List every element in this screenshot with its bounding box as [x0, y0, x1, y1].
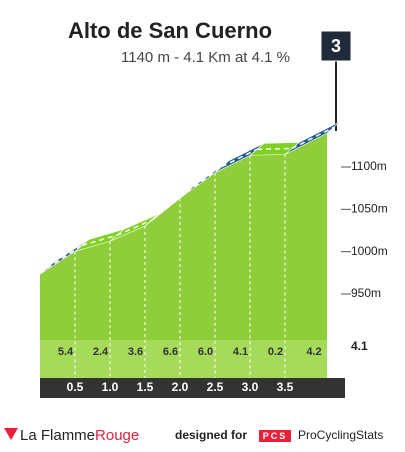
profile: 5.4 2.4 3.6 6.6 6.0 4.1 0.2 4.2 0.5 1.0 1.5 2.0 2.5 3… — [39, 120, 388, 398]
y-tick-label: 1050m — [351, 202, 388, 216]
gradient-label: 2.4 — [93, 346, 109, 358]
gradient-label: 0.2 — [268, 346, 283, 358]
logo-mark — [4, 428, 18, 440]
chart-subtitle: 1140 m - 4.1 Km at 4.1 % — [121, 49, 290, 66]
road-dash — [221, 148, 258, 168]
pcs-badge — [259, 430, 291, 442]
brand-b: Rouge — [95, 427, 139, 444]
pcs-text: PCS — [263, 431, 288, 441]
lower-band — [40, 340, 327, 378]
x-tick-label: 1.5 — [137, 380, 154, 394]
gradient-label: 6.6 — [163, 346, 178, 358]
brand-a: La Flamme — [20, 427, 95, 444]
base — [40, 378, 345, 398]
brand: La FlammeRouge — [20, 427, 139, 444]
site-name: ProCyclingStats — [298, 428, 383, 442]
gradient-label: 4.2 — [306, 346, 321, 358]
category-label: 3 — [331, 36, 341, 56]
x-tick-label: 2.0 — [172, 380, 189, 394]
gradient-label: 4.1 — [233, 346, 248, 358]
y-tick-label: 1000m — [351, 244, 388, 258]
y-tick-label: 1100m — [351, 159, 387, 173]
x-tick-label: 0.5 — [67, 380, 84, 394]
x-tick-label: 3.5 — [277, 380, 294, 394]
x-tick-label: 3.0 — [242, 380, 259, 394]
y-tick-label: 950m — [351, 286, 381, 300]
road-dash — [291, 126, 335, 150]
road-dash — [256, 147, 293, 151]
front-face — [40, 133, 327, 378]
gradient-label: 3.6 — [128, 346, 143, 358]
road-dash — [186, 166, 223, 193]
chart-title: Alto de San Cuerno — [68, 18, 272, 43]
category-badge — [320, 30, 352, 62]
road-dash — [81, 234, 118, 247]
x-tick-label: 2.5 — [207, 380, 224, 394]
road-dash — [46, 244, 83, 269]
gradient-label: 6.0 — [198, 346, 213, 358]
x-tick-label: 1.0 — [102, 380, 119, 394]
gradient-label: 5.4 — [58, 346, 74, 358]
total-distance: 4.1 — [351, 339, 368, 353]
designed-for: designed for — [175, 428, 247, 442]
road-dash — [116, 219, 153, 236]
